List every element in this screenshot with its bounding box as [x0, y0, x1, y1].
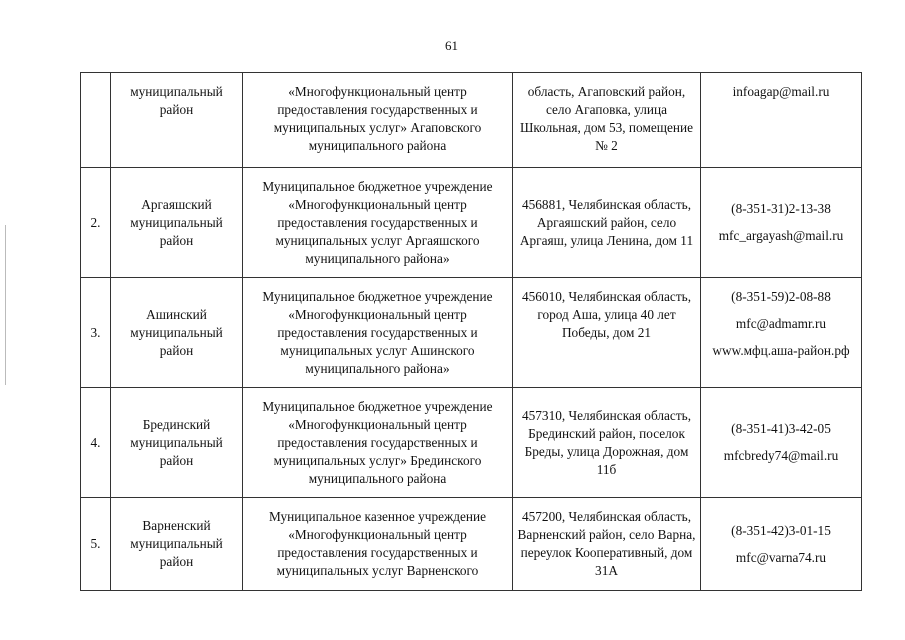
table-row: 4. Брединский муниципальный район Муниципа… [80, 387, 862, 498]
contacts: infoagap@mail.ru [700, 72, 862, 168]
contact-item: (8-351-31)2-13-38 [731, 201, 831, 216]
row-number: 3. [80, 277, 111, 388]
contact-item: mfc@admamr.ru [735, 316, 827, 331]
row-number: 4. [80, 387, 111, 498]
contacts: (8-351-42)3-01-15 mfc@varna74.ru [700, 497, 862, 591]
contact-item: mfc_argayash@mail.ru [718, 228, 844, 243]
contacts: (8-351-59)2-08-88 mfc@admamr.ru www.мфц.аш… [700, 277, 862, 388]
contact-item: (8-351-41)3-42-05 [731, 421, 831, 436]
table-row: 5. Варненский муниципальный район Муниципа… [80, 497, 862, 591]
table-row: 3. Ашинский муниципальный район Муниципаль… [80, 277, 862, 388]
mfc-table: муниципальный район «Многофункциональный … [80, 72, 862, 591]
table-row: 2. Аргаяшский муниципальный район Муниципа… [80, 167, 862, 278]
contacts: (8-351-31)2-13-38 mfc_argayash@mail.ru [700, 167, 862, 278]
contact-item: mfcbredy74@mail.ru [723, 448, 839, 463]
contact-item: (8-351-42)3-01-15 [731, 522, 831, 538]
contact-item: mfc@varna74.ru [735, 549, 827, 565]
organization-name: Муниципальное бюджетное учреждение «Мног… [242, 387, 513, 498]
address: 457310, Челябинская область, Брединский … [512, 387, 701, 498]
contact-item: (8-351-59)2-08-88 [731, 289, 831, 304]
district-name: Варненский муниципальный район [110, 497, 243, 591]
table-row: муниципальный район «Многофункциональный … [80, 72, 862, 168]
organization-name: Муниципальное казенное учреждение «Много… [242, 497, 513, 591]
organization-name: Муниципальное бюджетное учреждение «Мног… [242, 277, 513, 388]
district-name: муниципальный район [110, 72, 243, 168]
organization-name: «Многофункциональный центр предоставлени… [242, 72, 513, 168]
scan-artifact-line [5, 225, 6, 385]
address: область, Агаповский район, село Агаповка… [512, 72, 701, 168]
row-number: 2. [80, 167, 111, 278]
page-number: 61 [445, 38, 458, 53]
district-name: Аргаяшский муниципальный район [110, 167, 243, 278]
contact-item: www.мфц.аша-район.рф [712, 343, 850, 358]
contacts: (8-351-41)3-42-05 mfcbredy74@mail.ru [700, 387, 862, 498]
district-name: Ашинский муниципальный район [110, 277, 243, 388]
contact-item: infoagap@mail.ru [732, 84, 830, 99]
row-number [80, 72, 111, 168]
address: 457200, Челябинская область, Варненский … [512, 497, 701, 591]
district-name: Брединский муниципальный район [110, 387, 243, 498]
organization-name: Муниципальное бюджетное учреждение «Мног… [242, 167, 513, 278]
row-number: 5. [80, 497, 111, 591]
address: 456881, Челябинская область, Аргаяшский … [512, 167, 701, 278]
address: 456010, Челябинская область, город Аша, … [512, 277, 701, 388]
